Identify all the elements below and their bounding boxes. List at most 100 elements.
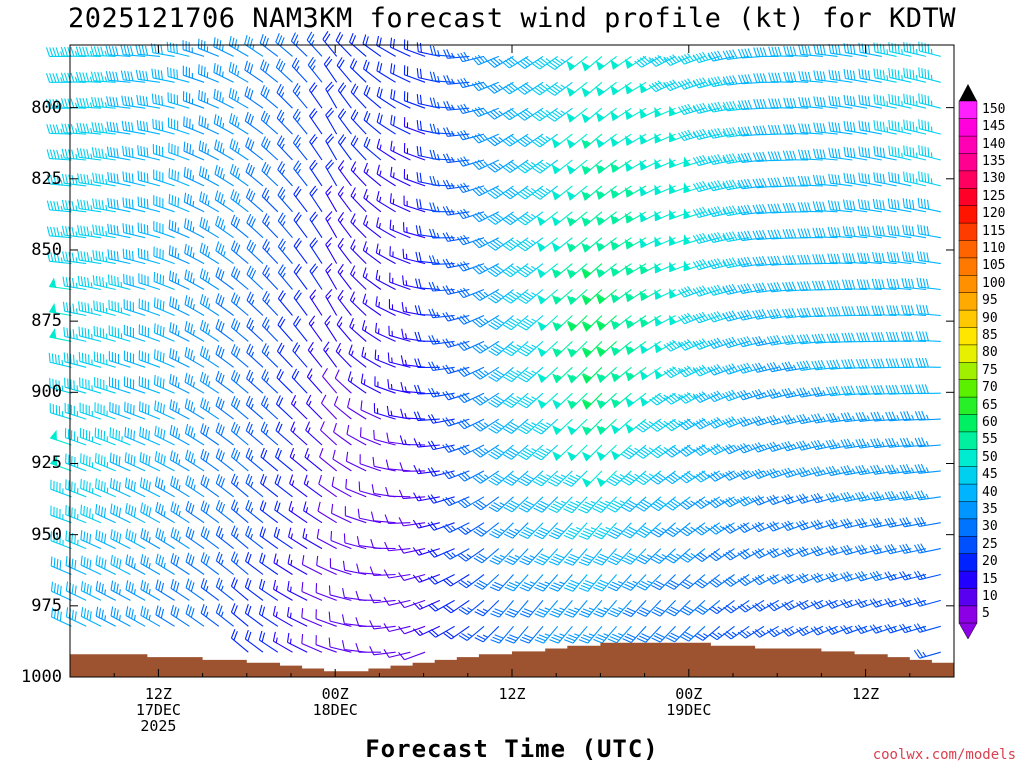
wind-barb: [122, 223, 146, 239]
colorbar-label: 65: [982, 397, 998, 413]
wind-barb: [336, 57, 352, 83]
wind-barb: [261, 136, 279, 161]
wind-barb: [291, 368, 308, 394]
wind-barb: [828, 95, 853, 109]
wind-barb: [825, 545, 853, 556]
wind-barb: [472, 315, 500, 328]
wind-barb: [322, 31, 338, 57]
wind-barb: [169, 399, 190, 420]
wind-barb: [275, 447, 293, 472]
wind-barb: [355, 590, 381, 601]
wind-barb: [663, 79, 691, 92]
wind-barb: [258, 630, 279, 653]
wind-barb: [916, 251, 941, 265]
wind-barb: [403, 169, 426, 187]
wind-barb: [291, 57, 308, 83]
wind-barb: [292, 342, 308, 368]
wind-barb: [552, 418, 573, 436]
colorbar-top-arrow: [959, 84, 977, 101]
wind-barb: [534, 574, 559, 592]
wind-barb: [215, 577, 234, 601]
wind-barb: [639, 315, 662, 328]
wind-barb: [109, 402, 131, 420]
wind-barb: [486, 107, 514, 120]
wind-barb: [692, 258, 720, 271]
wind-barb: [502, 211, 529, 226]
wind-barb: [826, 385, 853, 397]
wind-barb: [369, 646, 396, 656]
wind-barb: [489, 548, 514, 565]
wind-barb: [383, 569, 411, 579]
wind-barb: [843, 69, 868, 83]
wind-barb: [639, 392, 662, 407]
wind-barb: [230, 473, 249, 498]
wind-barb: [110, 554, 131, 575]
wind-barb: [184, 269, 205, 290]
wind-barb: [230, 370, 249, 394]
wind-barb: [795, 493, 824, 504]
colorbar-label: 25: [982, 536, 998, 552]
wind-barb: [708, 574, 735, 588]
wind-barb: [707, 180, 735, 192]
wind-barb: [610, 107, 632, 122]
wind-barb: [168, 219, 190, 239]
wind-barb: [429, 149, 455, 161]
wind-barb: [390, 88, 411, 109]
wind-barb: [457, 340, 485, 351]
wind-barb: [722, 75, 750, 86]
wind-barb: [813, 44, 838, 57]
wind-barb: [751, 415, 779, 427]
wind-barb: [213, 63, 234, 83]
wind-barb: [722, 389, 750, 402]
wind-barb: [413, 411, 440, 422]
wind-barb: [624, 55, 647, 70]
wind-barb: [50, 479, 72, 498]
wind-barb: [752, 178, 779, 189]
wind-barb: [272, 631, 293, 653]
wind-barb: [384, 541, 411, 552]
wind-barb: [337, 263, 352, 290]
wind-barb: [325, 107, 338, 135]
wind-barb: [389, 272, 411, 291]
wind-barb: [49, 429, 72, 446]
wind-barb: [766, 308, 794, 320]
wind-barb: [518, 392, 544, 409]
wind-barb: [797, 149, 823, 161]
wind-barb: [664, 444, 691, 458]
wind-barb: [707, 50, 735, 62]
wind-barb: [390, 63, 411, 83]
wind-barb: [79, 427, 102, 446]
wind-barb: [692, 180, 720, 193]
wind-barb: [532, 444, 559, 461]
wind-barb: [125, 606, 146, 627]
wind-barb: [429, 175, 455, 187]
wind-barb: [398, 517, 426, 527]
wind-barb: [122, 171, 146, 187]
wind-barb: [752, 256, 779, 267]
wind-barb: [230, 292, 249, 316]
wind-barb: [683, 156, 706, 168]
wind-barb: [873, 120, 897, 135]
wind-barb: [333, 422, 352, 446]
wind-barb: [650, 548, 676, 564]
wind-barb: [337, 237, 352, 264]
wind-barb: [323, 341, 338, 368]
wind-barb: [183, 167, 205, 187]
wind-barb: [306, 368, 323, 394]
wind-barb: [49, 455, 72, 472]
wind-barb: [76, 97, 102, 109]
wind-barb: [828, 43, 853, 57]
wind-barb: [246, 239, 264, 265]
wind-barb: [901, 304, 927, 317]
wind-barb: [752, 282, 779, 294]
wind-barb: [566, 444, 588, 462]
wind-barb: [325, 262, 338, 290]
wind-barb: [415, 278, 440, 291]
wind-barb: [403, 91, 426, 109]
wind-barb: [536, 237, 559, 253]
wind-barb: [185, 500, 205, 524]
wind-barb: [916, 277, 941, 291]
wind-barb: [680, 599, 706, 616]
wind-barb: [428, 599, 455, 612]
wind-barb: [399, 435, 426, 446]
